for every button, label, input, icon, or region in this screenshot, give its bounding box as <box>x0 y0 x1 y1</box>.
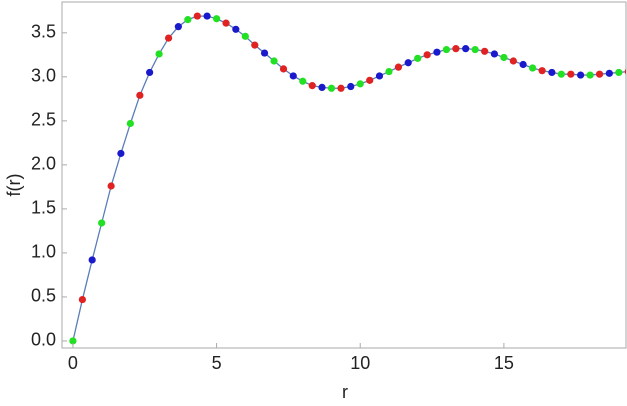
point <box>624 68 626 75</box>
x-tick-label: 10 <box>350 353 370 373</box>
point <box>423 51 431 59</box>
point <box>509 57 517 65</box>
point <box>184 16 192 24</box>
point <box>174 23 182 31</box>
point <box>433 48 441 56</box>
point <box>404 59 412 67</box>
x-tick-label: 15 <box>494 353 514 373</box>
point <box>279 65 288 73</box>
point <box>356 80 364 88</box>
plot-frame <box>61 1 627 349</box>
point <box>452 45 460 53</box>
point <box>519 60 527 69</box>
point <box>69 337 77 345</box>
point <box>605 69 613 77</box>
point <box>414 54 422 62</box>
point <box>78 295 86 304</box>
point <box>260 49 269 57</box>
y-tick-label: 2.5 <box>31 110 56 130</box>
point <box>222 19 230 27</box>
point <box>462 45 470 53</box>
point <box>270 57 278 65</box>
point <box>442 45 451 54</box>
point <box>586 71 594 79</box>
point <box>107 182 115 190</box>
y-tick-label: 2.0 <box>31 154 56 174</box>
point <box>595 70 604 78</box>
point <box>193 12 201 20</box>
y-tick-label: 3.0 <box>31 66 56 86</box>
point <box>241 32 249 40</box>
point <box>385 67 393 76</box>
point <box>529 64 537 72</box>
point <box>117 149 125 158</box>
plot-area <box>69 12 626 345</box>
point <box>567 70 575 78</box>
y-tick-label: 1.5 <box>31 198 56 218</box>
point <box>98 219 106 227</box>
point <box>500 53 508 62</box>
point <box>327 84 336 92</box>
point <box>538 67 546 75</box>
y-tick-label: 0.0 <box>31 330 56 350</box>
x-tick-label: 5 <box>212 353 222 373</box>
y-tick-label: 1.0 <box>31 242 56 262</box>
y-tick-label: 0.5 <box>31 286 56 306</box>
point <box>164 34 173 42</box>
line <box>72 15 626 342</box>
point <box>251 41 259 49</box>
point <box>88 256 96 264</box>
point <box>615 68 623 77</box>
point <box>337 84 345 92</box>
point <box>557 70 565 78</box>
x-axis-label: r <box>342 382 348 402</box>
point <box>577 71 585 79</box>
y-axis-label: f(r) <box>4 174 24 197</box>
y-tick-label: 3.5 <box>31 22 56 42</box>
point <box>126 119 134 128</box>
point <box>308 82 316 90</box>
point <box>375 72 384 80</box>
point <box>155 50 163 58</box>
x-tick-label: 0 <box>68 353 78 373</box>
point <box>232 25 240 33</box>
point <box>481 47 489 55</box>
point <box>318 83 326 91</box>
point <box>394 63 403 71</box>
point <box>203 12 211 20</box>
point <box>212 15 221 23</box>
point <box>146 68 154 77</box>
point <box>490 50 499 58</box>
point <box>347 82 355 91</box>
point <box>289 72 297 80</box>
point <box>548 68 556 77</box>
point <box>366 76 374 84</box>
point <box>471 45 479 54</box>
point <box>136 91 144 99</box>
point <box>299 77 307 85</box>
